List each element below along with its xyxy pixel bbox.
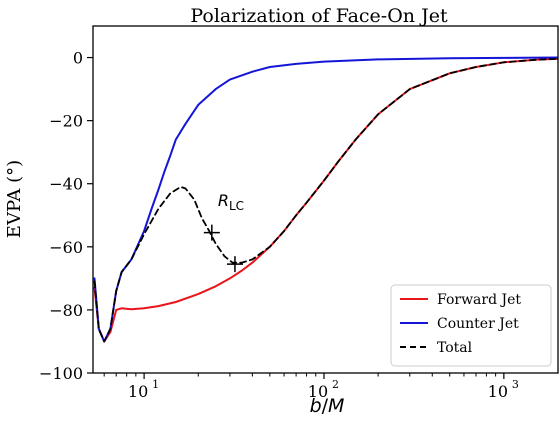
y-tick-label: −20	[49, 112, 83, 131]
legend-label: Total	[437, 340, 473, 356]
x-axis-label: b/M	[310, 395, 345, 417]
x-tick-exponent: 2	[332, 378, 339, 391]
y-tick-label: −100	[39, 364, 83, 383]
x-tick-exponent: 3	[512, 378, 519, 391]
annotation-rlc: RLC	[218, 191, 244, 213]
y-tick-label: −80	[49, 301, 83, 320]
series-lines	[93, 56, 558, 343]
x-tick-exponent: 1	[152, 378, 159, 391]
markers	[203, 224, 243, 273]
y-tick-label: −40	[49, 175, 83, 194]
legend-label: Forward Jet	[437, 292, 521, 308]
legend: Forward Jet Counter Jet Total	[390, 284, 552, 367]
annotations: RLC	[218, 191, 244, 213]
y-axis-label: EVPA (°)	[4, 160, 25, 238]
series-line-total	[93, 57, 558, 343]
plot-area	[92, 25, 559, 374]
legend-label: Counter Jet	[437, 316, 519, 332]
tick-labels: 0 −20 −40 −60 −80 −100 10 1 10 2 10 3	[39, 49, 519, 401]
x-tick-label: 10	[308, 382, 328, 401]
chart-title: Polarization of Face-On Jet	[190, 5, 448, 27]
x-tick-label: 10	[488, 382, 508, 401]
y-tick-label: 0	[73, 49, 83, 68]
y-tick-label: −60	[49, 238, 83, 257]
x-tick-label: 10	[128, 382, 148, 401]
legend-box	[390, 284, 552, 367]
